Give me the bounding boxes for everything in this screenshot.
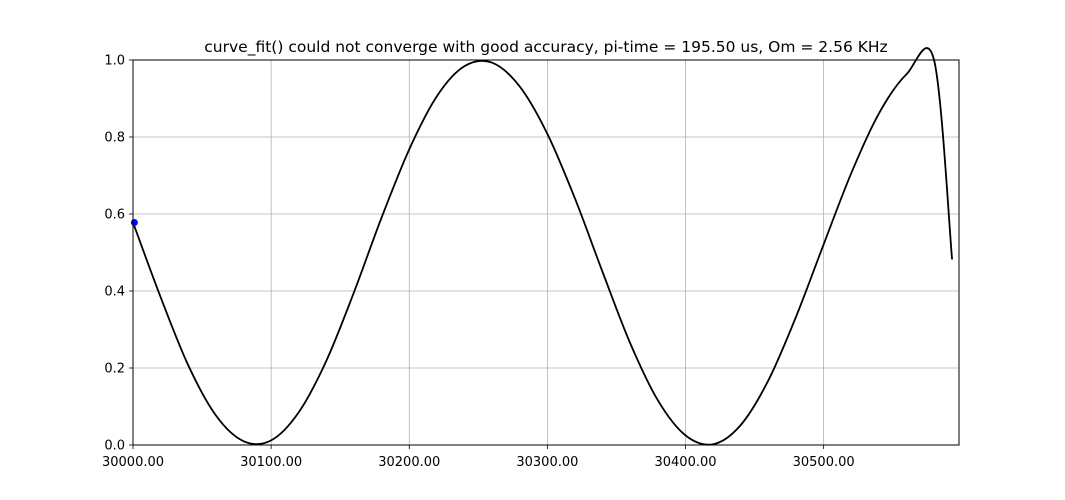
y-tick-label: 0.2: [104, 362, 125, 377]
plot-frame: [132, 59, 960, 446]
x-tick-label: 30200.00: [378, 455, 440, 470]
x-tick-label: 30000.00: [102, 455, 164, 470]
y-tick-label: 0.6: [104, 208, 125, 223]
y-tick-label: 0.8: [104, 131, 125, 146]
fit-curve: [132, 47, 953, 446]
x-tick-label: 30500.00: [793, 455, 855, 470]
y-tick-label: 0.0: [104, 439, 125, 454]
data-point: [130, 218, 138, 226]
y-tick-label: 1.0: [104, 54, 125, 69]
ticks: 30000.00 30100.00 30200.00 30300.00 30400.00…: [102, 54, 855, 471]
y-tick-label: 0.4: [104, 285, 125, 300]
x-tick-label: 30100.00: [240, 455, 302, 470]
chart-title: curve_fit() could not converge with good…: [204, 38, 887, 57]
x-tick-label: 30300.00: [516, 455, 578, 470]
x-tick-label: 30400.00: [654, 455, 716, 470]
